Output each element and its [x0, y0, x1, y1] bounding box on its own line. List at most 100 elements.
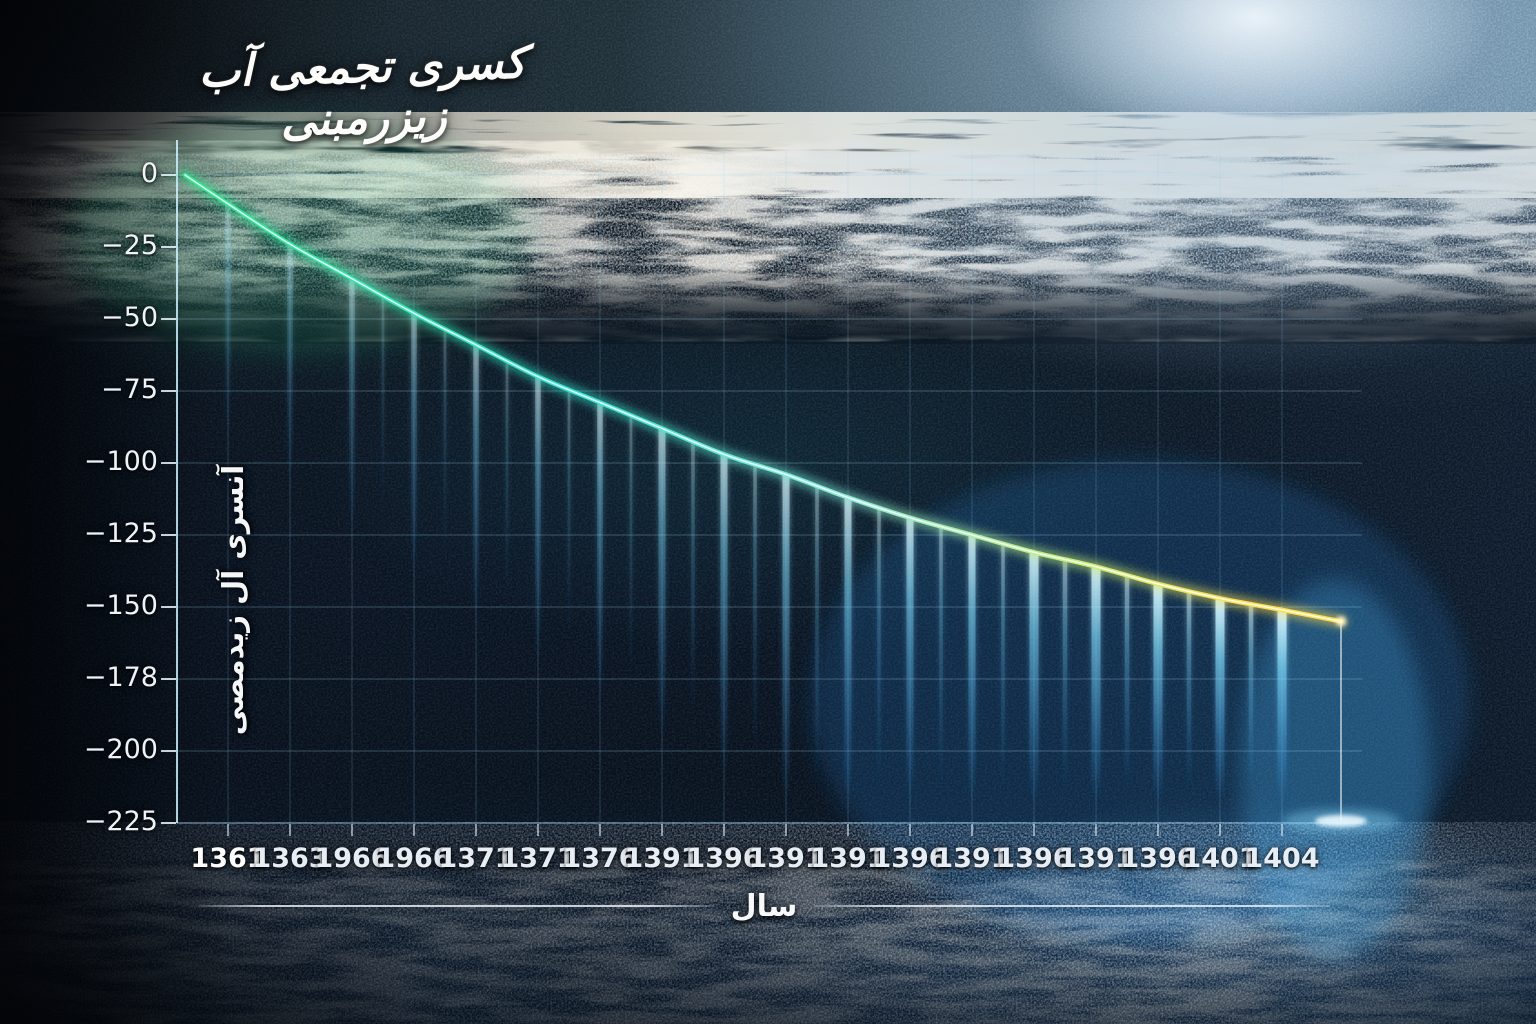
value-bar — [939, 526, 943, 790]
value-bar — [1062, 559, 1068, 790]
value-bar — [411, 313, 417, 577]
value-bar-halo — [566, 389, 572, 645]
x-axis-title: سال — [730, 888, 798, 924]
y-axis-tick-label: 0 — [140, 158, 158, 189]
value-bar-halo — [937, 526, 945, 790]
value-bar — [968, 535, 976, 802]
x-axis-tick-label: 1371 — [438, 843, 514, 874]
drop-splash-wide — [1283, 809, 1399, 833]
x-axis-tick-label: 1391 — [810, 843, 886, 874]
value-bar-halo — [719, 454, 729, 773]
x-axis-tick-label: 1371 — [500, 843, 576, 874]
value-bar-halo — [781, 474, 791, 802]
y-axis-tick-label: −125 — [83, 518, 158, 549]
x-axis-tick-label: 1396 — [1120, 843, 1196, 874]
value-bar-halo — [471, 344, 481, 619]
value-bar — [473, 344, 479, 619]
x-axis-tick-label: 1404 — [1244, 843, 1320, 874]
y-axis-tick-label: −75 — [101, 374, 158, 405]
x-axis-tick-label: 1391 — [934, 843, 1010, 874]
deficit-curve-glow — [179, 169, 1347, 628]
value-bar — [1215, 598, 1225, 802]
x-axis-tick-label: 1391 — [748, 843, 824, 874]
value-bar — [877, 507, 881, 790]
y-axis-tick-label: −50 — [101, 302, 158, 333]
drop-splash — [1315, 815, 1367, 827]
value-bar-halo — [689, 441, 697, 719]
value-bar-halo — [442, 329, 448, 563]
value-bar-halo — [657, 428, 667, 736]
x-axis-tick-label: 1376 — [562, 843, 638, 874]
value-bar — [535, 376, 541, 662]
curve-end-highlight — [1336, 616, 1346, 627]
value-bar — [1248, 604, 1254, 790]
axis-title-rule-left — [198, 905, 715, 907]
x-axis-title-row: سال — [198, 888, 1331, 924]
value-bar — [782, 474, 790, 802]
value-bar — [1186, 591, 1192, 790]
value-bar — [597, 402, 603, 699]
value-bar — [1153, 583, 1163, 802]
value-bar-halo — [595, 402, 605, 699]
value-bar — [1001, 543, 1005, 790]
value-bar-halo — [1028, 552, 1040, 802]
value-bar-halo — [843, 497, 853, 802]
x-axis-tick-label: 1363 — [252, 843, 328, 874]
value-bar-halo — [533, 376, 543, 662]
value-bar-halo — [1090, 566, 1102, 802]
value-bar-halo — [813, 486, 821, 786]
value-bar-halo — [1061, 559, 1069, 790]
value-bar — [629, 415, 633, 682]
value-bar — [906, 517, 914, 802]
value-bar-halo — [1247, 604, 1255, 790]
value-bar — [443, 329, 447, 563]
x-axis-tick-label: 1396 — [872, 843, 948, 874]
value-bar-halo — [504, 360, 510, 605]
value-bar-halo — [751, 464, 759, 753]
value-bar — [505, 360, 509, 605]
x-axis-tick-label: 1396 — [686, 843, 762, 874]
value-bar — [844, 497, 852, 802]
x-axis-tick-label: 1401 — [1182, 843, 1258, 874]
value-bar — [567, 389, 571, 645]
ambient-glows — [70, 115, 1470, 960]
value-bar-halo — [999, 543, 1007, 790]
value-bar-halo — [409, 313, 419, 577]
rock-band-shadow-fade — [0, 266, 1536, 344]
x-axis-tick-label: 1396 — [996, 843, 1072, 874]
value-bar — [815, 486, 819, 786]
value-bar-halo — [1152, 583, 1164, 802]
axis-title-rule-right — [813, 905, 1331, 907]
value-bar — [1029, 552, 1039, 802]
y-axis-tick-label: −25 — [101, 230, 158, 261]
y-axis-tick-label: −150 — [83, 590, 158, 621]
y-axis-tick-label: −100 — [83, 446, 158, 477]
value-bar — [1124, 575, 1130, 790]
deficit-curve-core — [184, 174, 1342, 623]
x-axis-tick-label: 1391 — [1058, 843, 1134, 874]
y-axis-tick-label: −200 — [83, 734, 158, 765]
value-bar — [753, 464, 757, 753]
value-bar-halo — [967, 535, 977, 802]
value-bar-halo — [875, 507, 883, 790]
value-bar — [720, 454, 728, 773]
value-bar — [691, 441, 695, 719]
x-axis-tick-label: 1966 — [376, 843, 452, 874]
value-bar-halo — [628, 415, 634, 682]
value-bar-halo — [1185, 591, 1193, 790]
value-bar-halo — [1214, 598, 1226, 802]
y-axis-tick-label: −225 — [83, 806, 158, 837]
y-axis-tick-label: −178 — [83, 662, 158, 693]
value-bar — [1091, 566, 1101, 802]
grid — [161, 140, 1362, 836]
value-bar-halo — [1123, 575, 1131, 790]
value-bar — [658, 428, 666, 736]
value-bar-halo — [905, 517, 915, 802]
chart-title: کسری تجمعی آب زیزرمبنی — [198, 37, 527, 147]
x-axis-tick-label: 1391 — [624, 843, 700, 874]
y-axis-title: آنسری آل زیدمصی — [216, 464, 250, 736]
x-axis-tick-label: 1361 — [190, 843, 266, 874]
value-bar-halo — [1276, 609, 1288, 802]
deficit-curve — [182, 172, 1344, 624]
